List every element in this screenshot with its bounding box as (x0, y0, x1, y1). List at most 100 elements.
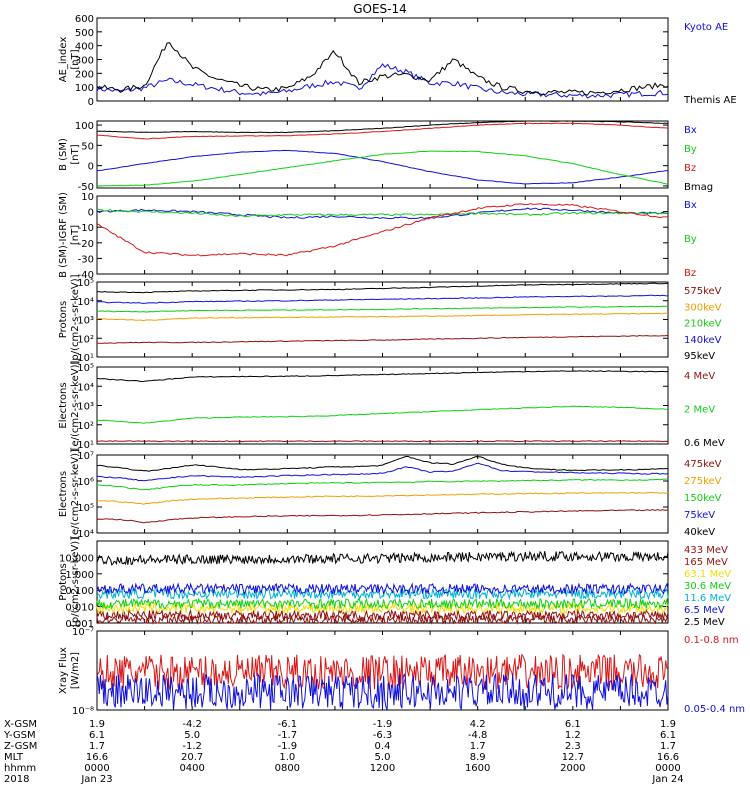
legend-entry: By (684, 144, 697, 155)
footer-row-label: Y-GSM (3, 730, 36, 741)
figure-title: GOES-14 (353, 2, 407, 16)
y-tick-label: 10⁵ (77, 278, 94, 289)
panel-bsm: -50 0 50 100 B (SM) [nT] Bx By Bz Bmag (58, 120, 713, 193)
legend-entry: Bx (684, 125, 697, 136)
y-tick-label: 10² (77, 334, 94, 345)
series-bx (96, 149, 669, 185)
footer-cell: 6.1 (660, 730, 676, 741)
series-0-05-0-4-nm (96, 672, 669, 711)
footer-cell: 12.7 (562, 752, 584, 763)
legend-entry: By (684, 234, 697, 245)
legend-entry: 0.6 MeV (684, 438, 725, 449)
y-tick-label: 10³ (77, 316, 94, 327)
footer-cell: 1.0 (279, 752, 295, 763)
y-tick-label: 200 (75, 69, 94, 80)
series-by (96, 208, 669, 218)
y-axis-label: [nT] (70, 144, 81, 164)
y-tick-label: 10⁻⁷ (72, 627, 94, 638)
y-axis-label: [nT] (70, 225, 81, 245)
footer-row-label: Z-GSM (4, 741, 37, 752)
footer-cell: -1.9 (278, 741, 298, 752)
footer-cell: 1.7 (660, 741, 676, 752)
y-tick-label: 500 (75, 28, 94, 39)
panel-electrons_mev: 10¹ 10² 10³ 10⁴ 10⁵ Electrons [e/(cm2-s-sr-keV… (58, 360, 725, 451)
footer-cell: 1.9 (89, 719, 105, 730)
footer-row-label: MLT (4, 752, 24, 763)
legend-entry: 0.1-0.8 nm (684, 635, 739, 646)
series-300kev (96, 312, 669, 322)
legend-entry: 40keV (684, 527, 715, 538)
series-140kev (96, 294, 669, 304)
footer-cell: 8.9 (470, 752, 486, 763)
y-axis-label: AE_index (58, 37, 69, 83)
footer-cell: Jan 23 (80, 774, 112, 785)
y-tick-label: 10⁴ (77, 382, 94, 393)
legend-entry: 30.6 MeV (684, 581, 731, 592)
panel-ae: 0 100 200 300 400 500 600 AE_index [nT] Kyoto AE T… (58, 14, 737, 108)
footer-cell: -6.3 (373, 730, 393, 741)
y-axis-label: [W/m2] (70, 652, 81, 689)
series-bx (96, 207, 669, 220)
legend-entry: 575keV (684, 286, 722, 297)
y-tick-label: 10³ (77, 402, 94, 413)
y-tick-label: 10 (81, 192, 94, 203)
y-axis-label: Protons (58, 563, 69, 600)
footer-cell: 1600 (465, 763, 490, 774)
series-2-5-mev (96, 550, 669, 566)
legend-entry: 11.6 MeV (684, 593, 731, 604)
footer-cell: -4.2 (182, 719, 202, 730)
y-tick-label: 10⁴ (77, 297, 94, 308)
y-tick-label: -50 (78, 182, 94, 193)
panel-bdiff: -40 -30 -20 -10 0 10 B (SM)-IGRF (SM) [nT] Bx By B… (58, 192, 697, 281)
footer-cell: 1.2 (565, 730, 581, 741)
series-bz (96, 203, 668, 257)
panel-frame (96, 281, 669, 358)
y-tick-label: 1.000 (65, 570, 94, 581)
y-tick-label: 400 (75, 42, 94, 53)
series-0-6-mev (96, 370, 669, 383)
footer-cell: 1200 (370, 763, 395, 774)
legend-entry: Themis AE (683, 95, 737, 106)
y-tick-label: 100 (75, 83, 94, 94)
series-95kev (96, 282, 669, 294)
series-4-mev (96, 440, 669, 443)
y-tick-label: 0.100 (65, 586, 94, 597)
legend-entry: Kyoto AE (684, 22, 728, 33)
footer-cell: 0000 (655, 763, 680, 774)
footer-cell: -1.2 (182, 741, 202, 752)
legend-entry: Bz (684, 163, 696, 174)
legend-entry: 2 MeV (684, 405, 715, 416)
footer-cell: -1.9 (373, 719, 393, 730)
series-kyoto-ae (96, 63, 669, 99)
footer-cell: 16.6 (86, 752, 108, 763)
footer-cell: 5.0 (184, 730, 200, 741)
legend-entry: 210keV (684, 319, 722, 330)
series-75kev (96, 462, 669, 482)
series-40kev (96, 455, 668, 472)
y-axis-label: B (SM) (58, 138, 69, 171)
series-275kev (96, 491, 669, 505)
footer-cell: 5.0 (375, 752, 391, 763)
legend-entry: 0.05-0.4 nm (684, 704, 745, 715)
legend-entry: Bmag (684, 182, 713, 193)
footer-cell: Jan 24 (651, 774, 683, 785)
footer-row-label: 2018 (4, 774, 29, 785)
footer-cell: 1.7 (89, 741, 105, 752)
y-axis-label: [e/(cm2-s-sr-keV)] (70, 449, 81, 539)
y-tick-label: 10⁻⁸ (72, 706, 94, 717)
y-tick-label: -30 (78, 254, 94, 265)
footer-cell: 6.1 (565, 719, 581, 730)
series-30-6-mev (96, 597, 669, 611)
legend-entry: 75keV (684, 510, 715, 521)
y-tick-label: -10 (78, 223, 94, 234)
legend-entry: 63.1 MeV (684, 569, 731, 580)
footer-cell: 4.2 (470, 719, 486, 730)
y-axis-label: Xray Flux (58, 647, 69, 694)
y-tick-label: 0 (88, 162, 94, 173)
footer-cell: 16.6 (657, 752, 679, 763)
legend-entry: 6.5 MeV (684, 605, 725, 616)
panel-frame (96, 17, 669, 102)
y-tick-label: 0 (88, 208, 94, 219)
y-tick-label: 10¹ (77, 440, 94, 451)
